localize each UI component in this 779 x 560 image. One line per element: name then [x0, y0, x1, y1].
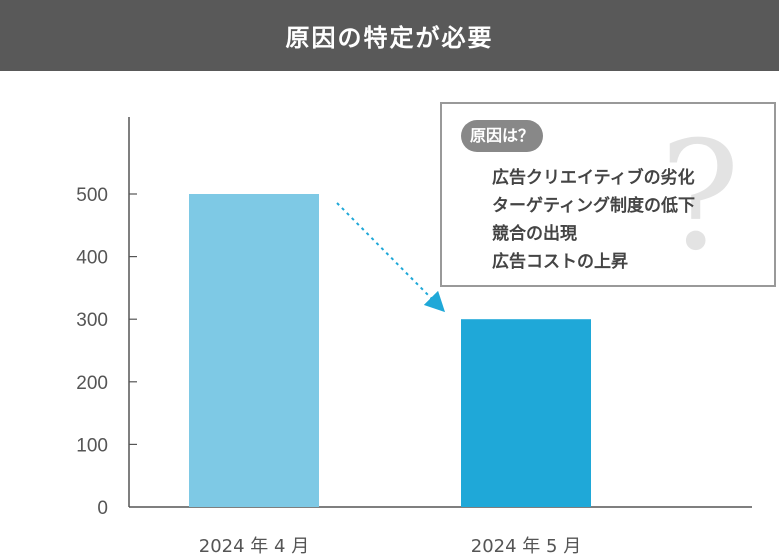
callout-label-pill: 原因は？ [461, 120, 544, 152]
trend-arrow [336, 202, 446, 313]
cause-list-item: 競合の出現 [492, 224, 577, 244]
header-bar: 原因の特定が必要 [0, 0, 779, 71]
y-tick-label: 200 [76, 373, 108, 394]
question-mark-icon: ? [659, 110, 740, 284]
bar [461, 319, 591, 507]
y-tick-label: 400 [76, 248, 108, 269]
y-tick-label: 100 [76, 435, 108, 456]
y-tick-label: 300 [76, 310, 108, 331]
cause-list: 広告クリエイティブの劣化 ターゲティング制度の低下 競合の出現 広告コストの上昇 [492, 164, 695, 276]
y-tick-label: 500 [76, 185, 108, 206]
cause-callout-box: ? 原因は？ 広告クリエイティブの劣化 ターゲティング制度の低下 競合の出現 広… [440, 102, 776, 287]
cause-list-item: 広告コストの上昇 [492, 252, 628, 272]
cause-list-item: ターゲティング制度の低下 [492, 196, 695, 216]
cause-list-item: 広告クリエイティブの劣化 [492, 168, 695, 188]
x-tick-label: 2024 年 5 月 [471, 536, 581, 557]
bar-chart: 0 100 200 300 400 500 2024 年 4 月 2024 年 5 月 [76, 117, 752, 557]
x-tick-label: 2024 年 4 月 [199, 536, 309, 557]
y-tick-label: 0 [97, 498, 108, 519]
page-title: 原因の特定が必要 [285, 24, 494, 52]
bar [189, 194, 319, 507]
